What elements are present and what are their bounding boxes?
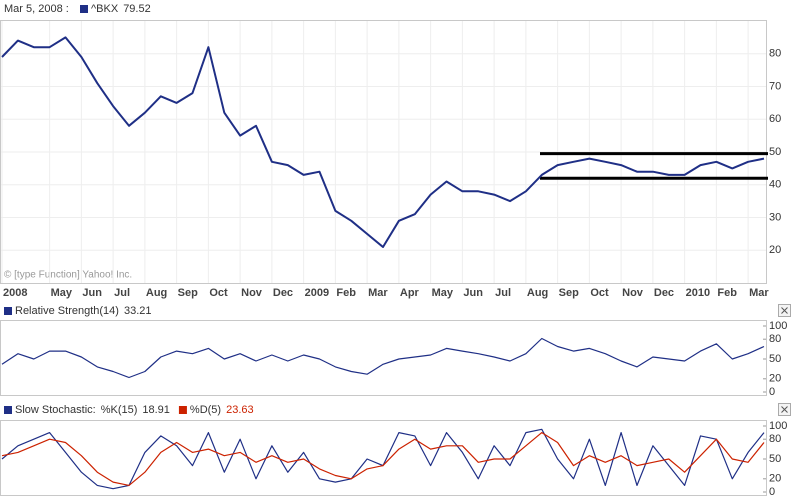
- y-tick-label: 50: [769, 353, 781, 365]
- x-tick-label: Sep: [178, 287, 198, 299]
- stochastic-panel: [0, 420, 767, 496]
- legend-swatch: [80, 5, 88, 13]
- x-tick-label: Dec: [273, 287, 293, 299]
- y-tick-label: 100: [769, 320, 787, 332]
- close-button[interactable]: [778, 304, 791, 317]
- x-tick-label: 2008: [3, 287, 27, 299]
- price-panel: [0, 20, 767, 284]
- rsi-panel: [0, 320, 767, 396]
- legend-swatch: [178, 406, 187, 414]
- x-tick-label: May: [51, 287, 73, 299]
- series-line: [1, 337, 765, 379]
- x-tick-label: May: [432, 287, 454, 299]
- x-tick-label: Oct: [209, 287, 228, 299]
- y-tick-label: 30: [769, 211, 781, 223]
- series-line: [1, 432, 765, 486]
- y-tick-label: 20: [769, 473, 781, 485]
- x-tick-label: Jul: [114, 287, 130, 299]
- legend-swatch: [4, 307, 12, 315]
- x-tick-label: Feb: [717, 287, 737, 299]
- x-tick-label: Sep: [559, 287, 579, 299]
- legend-label: %D(5): [190, 404, 221, 416]
- x-tick-label: Mar: [749, 287, 769, 299]
- legend-label: Relative Strength(14): [15, 305, 119, 317]
- panel-title: Slow Stochastic:: [15, 404, 96, 416]
- x-tick-label: 2009: [305, 287, 329, 299]
- y-tick-label: 80: [769, 333, 781, 345]
- y-tick-label: 20: [769, 244, 781, 256]
- y-tick-label: 100: [769, 420, 787, 432]
- x-tick-label: Jun: [82, 287, 102, 299]
- x-tick-label: Jun: [463, 287, 483, 299]
- y-tick-label: 80: [769, 48, 781, 60]
- x-tick-label: Feb: [336, 287, 356, 299]
- date-label: Mar 5, 2008 :: [4, 3, 69, 15]
- x-tick-label: 2010: [686, 287, 710, 299]
- x-tick-label: Oct: [590, 287, 609, 299]
- x-tick-label: Jul: [495, 287, 511, 299]
- y-tick-label: 50: [769, 453, 781, 465]
- current-value: 33.21: [124, 305, 152, 317]
- legend-label: ^BKX: [91, 3, 119, 15]
- y-tick-label: 80: [769, 433, 781, 445]
- y-tick-label: 70: [769, 80, 781, 92]
- y-tick-label: 60: [769, 113, 781, 125]
- current-value: 23.63: [226, 404, 254, 416]
- x-tick-label: Dec: [654, 287, 674, 299]
- x-tick-label: Aug: [527, 287, 548, 299]
- credit: © [type Function] Yahoo! Inc.: [4, 270, 132, 281]
- current-value: 79.52: [123, 3, 151, 15]
- series-line: [1, 428, 765, 490]
- close-button[interactable]: [778, 403, 791, 416]
- legend-swatch: [4, 406, 12, 414]
- current-value: 18.91: [142, 404, 170, 416]
- x-tick-label: Apr: [400, 287, 420, 299]
- legend-label: %K(15): [101, 404, 138, 416]
- y-tick-label: 0: [769, 386, 775, 398]
- y-tick-label: 40: [769, 179, 781, 191]
- x-tick-label: Nov: [622, 287, 644, 299]
- x-tick-label: Mar: [368, 287, 388, 299]
- series-line: [1, 36, 765, 248]
- y-tick-label: 0: [769, 486, 775, 498]
- x-tick-label: Nov: [241, 287, 263, 299]
- x-tick-label: Aug: [146, 287, 167, 299]
- y-tick-label: 50: [769, 146, 781, 158]
- y-tick-label: 20: [769, 373, 781, 385]
